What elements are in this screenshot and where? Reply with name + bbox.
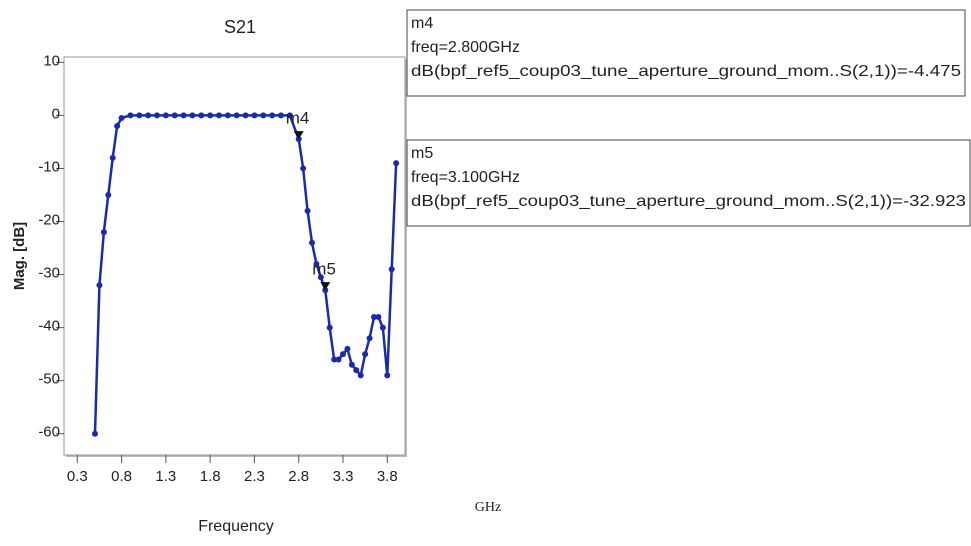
data-point [145,112,152,119]
y-axis-label: Mag. [dB] [11,222,28,290]
data-point [379,324,386,331]
marker-triangle [320,282,331,291]
data-point [344,345,351,352]
marker-label: m5 [312,260,336,279]
data-point [300,165,307,172]
data-point [105,191,112,198]
data-point [92,430,98,437]
data-point [114,122,121,129]
y-tick-label: 0 [52,105,60,122]
readout-box [406,9,966,97]
data-point [317,274,324,281]
data-point [224,112,231,119]
data-point [189,112,196,119]
data-point [100,229,107,236]
x-tick-label: 3.8 [377,468,398,485]
data-point [357,372,364,379]
data-point [162,112,169,119]
data-point [304,207,311,214]
x-axis-label: Frequency [198,518,274,535]
data-point [198,112,205,119]
data-point [260,112,267,119]
data-point [309,239,315,246]
x-tick-label: 1.3 [155,468,176,485]
x-tick-label: 2.3 [244,468,265,485]
data-point [335,356,342,363]
data-point [340,351,346,358]
data-point [362,351,369,358]
x-tick-label: 1.8 [200,468,221,485]
y-tick-label: -30 [38,265,60,282]
marker-label: m4 [286,109,310,128]
data-point [388,266,395,273]
data-point [371,314,377,321]
data-point [96,282,103,289]
marker-triangle [293,131,304,140]
data-point [109,154,116,161]
data-point [384,372,391,379]
data-point [313,260,320,267]
y-tick-label: -40 [38,318,60,335]
readout-line: dB(bpf_ref5_coup03_tune_aperture_ground_… [411,63,961,80]
x-tick-label: 0.3 [67,468,88,485]
data-point [136,112,143,119]
readout-line: freq=2.800GHz [411,39,520,56]
readout-line: m4 [411,15,433,32]
y-tick-label: 10 [43,52,60,69]
readout-box [406,139,971,227]
data-point [375,314,382,321]
x-tick-label: 3.3 [333,468,354,485]
data-point [326,324,333,331]
chart-title: S21 [224,17,256,37]
y-tick-label: -60 [38,424,60,441]
data-point [251,112,258,119]
y-tick-label: -50 [38,371,60,388]
data-point [127,112,134,119]
data-point [366,335,373,342]
data-point [278,112,284,119]
data-point [180,112,187,119]
data-point [242,112,249,119]
readout-line: freq=3.100GHz [411,169,520,186]
data-point [233,112,240,119]
x-tick-label: 2.8 [288,468,309,485]
data-point [393,160,400,167]
readout-line: m5 [411,145,433,162]
unit-note: GHz [475,500,501,515]
y-tick-label: -20 [38,211,60,228]
data-point [216,112,222,119]
data-point [118,115,125,122]
y-tick-label: -10 [38,158,60,175]
readout-line: dB(bpf_ref5_coup03_tune_aperture_ground_… [411,193,966,210]
data-point [171,112,178,119]
data-point [207,112,214,119]
data-point [348,361,355,368]
data-point [331,356,338,363]
data-point [353,367,360,374]
x-tick-label: 0.8 [111,468,132,485]
plot-frame [63,56,406,456]
data-point [269,112,276,119]
data-point [286,112,293,119]
data-point [154,112,160,119]
